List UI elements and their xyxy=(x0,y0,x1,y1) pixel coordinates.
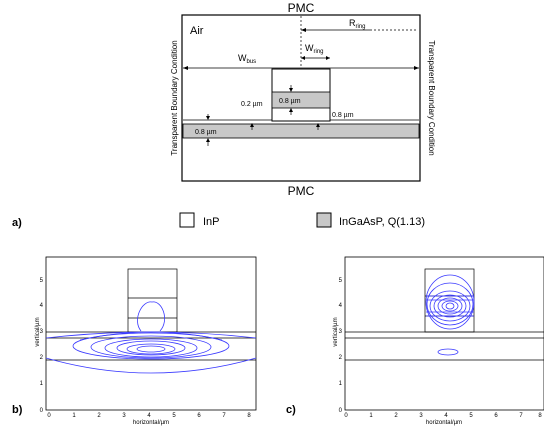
ring-thickness-label: 0.8 µm xyxy=(279,98,301,105)
x-tick-label: 6 xyxy=(197,413,201,419)
w-ring-label: Wring xyxy=(305,43,324,55)
w-bus-arrowhead-left xyxy=(183,66,188,70)
plot-frame xyxy=(344,256,544,411)
x-tick-label: 4 xyxy=(444,413,448,419)
left-boundary-label: Transparent Boundary Condition xyxy=(170,40,179,155)
right-boundary-label: Transparent Boundary Condition xyxy=(427,40,436,155)
x-tick-label: 7 xyxy=(519,413,523,419)
y-tick-label: 0 xyxy=(339,408,343,414)
x-tick-label: 8 xyxy=(247,413,251,419)
y-tick-label: 2 xyxy=(40,355,44,361)
w-bus-arrowhead-right xyxy=(414,66,419,70)
x-tick-label: 0 xyxy=(344,413,348,419)
gap-thickness-label: 0.2 µm xyxy=(241,101,263,108)
air-label: Air xyxy=(190,25,204,37)
ring-core-layer xyxy=(271,91,331,109)
y-axis-title: vertical/µm xyxy=(333,317,339,346)
rib-height-label: 0.8 µm xyxy=(332,112,354,119)
y-axis-title: vertical/µm xyxy=(35,317,41,346)
panel-label-c: c) xyxy=(286,404,296,416)
legend-label-inp: InP xyxy=(203,216,220,228)
rib-arrowhead xyxy=(316,123,320,127)
legend-swatch-ingaasp xyxy=(316,212,332,228)
x-tick-label: 6 xyxy=(494,413,498,419)
bottom-boundary-label: PMC xyxy=(288,184,315,198)
mode-contours xyxy=(425,274,475,356)
x-tick-label: 2 xyxy=(394,413,398,419)
y-tick-label: 4 xyxy=(40,303,44,309)
x-tick-labels: 0 1 2 3 4 5 6 7 8 xyxy=(47,413,251,419)
plot-frame xyxy=(45,256,257,411)
y-tick-label: 4 xyxy=(339,303,343,309)
mode-contours xyxy=(45,301,257,374)
x-tick-label: 7 xyxy=(222,413,226,419)
w-bus-label: Wbus xyxy=(238,53,256,65)
gap-arrowhead-top xyxy=(206,116,210,120)
y-tick-label: 2 xyxy=(339,355,343,361)
ring-arrowhead-top xyxy=(289,88,293,92)
r-ring-label: Rring xyxy=(349,18,366,30)
x-tick-label: 5 xyxy=(469,413,473,419)
x-tick-label: 1 xyxy=(72,413,76,419)
x-tick-label: 3 xyxy=(122,413,126,419)
y-tick-label: 3 xyxy=(339,329,343,335)
x-tick-label: 2 xyxy=(97,413,101,419)
y-tick-label: 5 xyxy=(40,278,44,284)
x-tick-label: 8 xyxy=(538,413,542,419)
x-tick-label: 3 xyxy=(419,413,423,419)
y-tick-labels: 0 1 2 3 4 5 xyxy=(339,278,343,414)
legend: a) InP InGaAsP, Q(1.13) xyxy=(12,212,425,229)
y-tick-labels: 0 1 2 3 4 5 xyxy=(40,278,44,414)
x-axis-title: horizontal/µm xyxy=(426,420,462,426)
mode-plot-ring: c) vertical/µm horizontal/µm 0 1 2 xyxy=(286,256,544,426)
w-ring-arrowhead-right xyxy=(326,56,330,60)
bus-thickness-label: 0.8 µm xyxy=(195,129,217,136)
schematic: PMC PMC Transparent Boundary Condition T… xyxy=(170,1,436,198)
panel-label-a: a) xyxy=(12,217,22,229)
legend-swatch-inp xyxy=(179,212,195,228)
x-tick-label: 5 xyxy=(172,413,176,419)
y-tick-label: 0 xyxy=(40,408,44,414)
panel-label-b: b) xyxy=(12,404,23,416)
bus-core-layer xyxy=(182,123,420,139)
x-tick-label: 0 xyxy=(47,413,51,419)
y-tick-label: 5 xyxy=(339,278,343,284)
ring-arrowhead-bottom xyxy=(289,108,293,112)
w-ring-arrowhead-left xyxy=(301,56,305,60)
mode-plot-bus: b) vertical/µm horizontal/µm 0 1 2 xyxy=(12,256,257,426)
bus-arrowhead-bottom xyxy=(206,138,210,142)
y-tick-label: 1 xyxy=(339,381,343,387)
x-tick-label: 4 xyxy=(147,413,151,419)
x-tick-labels: 0 1 2 3 4 5 6 7 8 xyxy=(344,413,542,419)
x-axis-title: horizontal/µm xyxy=(133,420,169,426)
y-tick-label: 1 xyxy=(40,381,44,387)
x-tick-label: 1 xyxy=(369,413,373,419)
gap-arrowhead-bottom xyxy=(250,123,254,127)
top-boundary-label: PMC xyxy=(288,1,315,15)
r-ring-arrowhead xyxy=(301,28,306,32)
legend-label-ingaasp: InGaAsP, Q(1.13) xyxy=(339,216,425,228)
y-tick-label: 3 xyxy=(40,329,44,335)
